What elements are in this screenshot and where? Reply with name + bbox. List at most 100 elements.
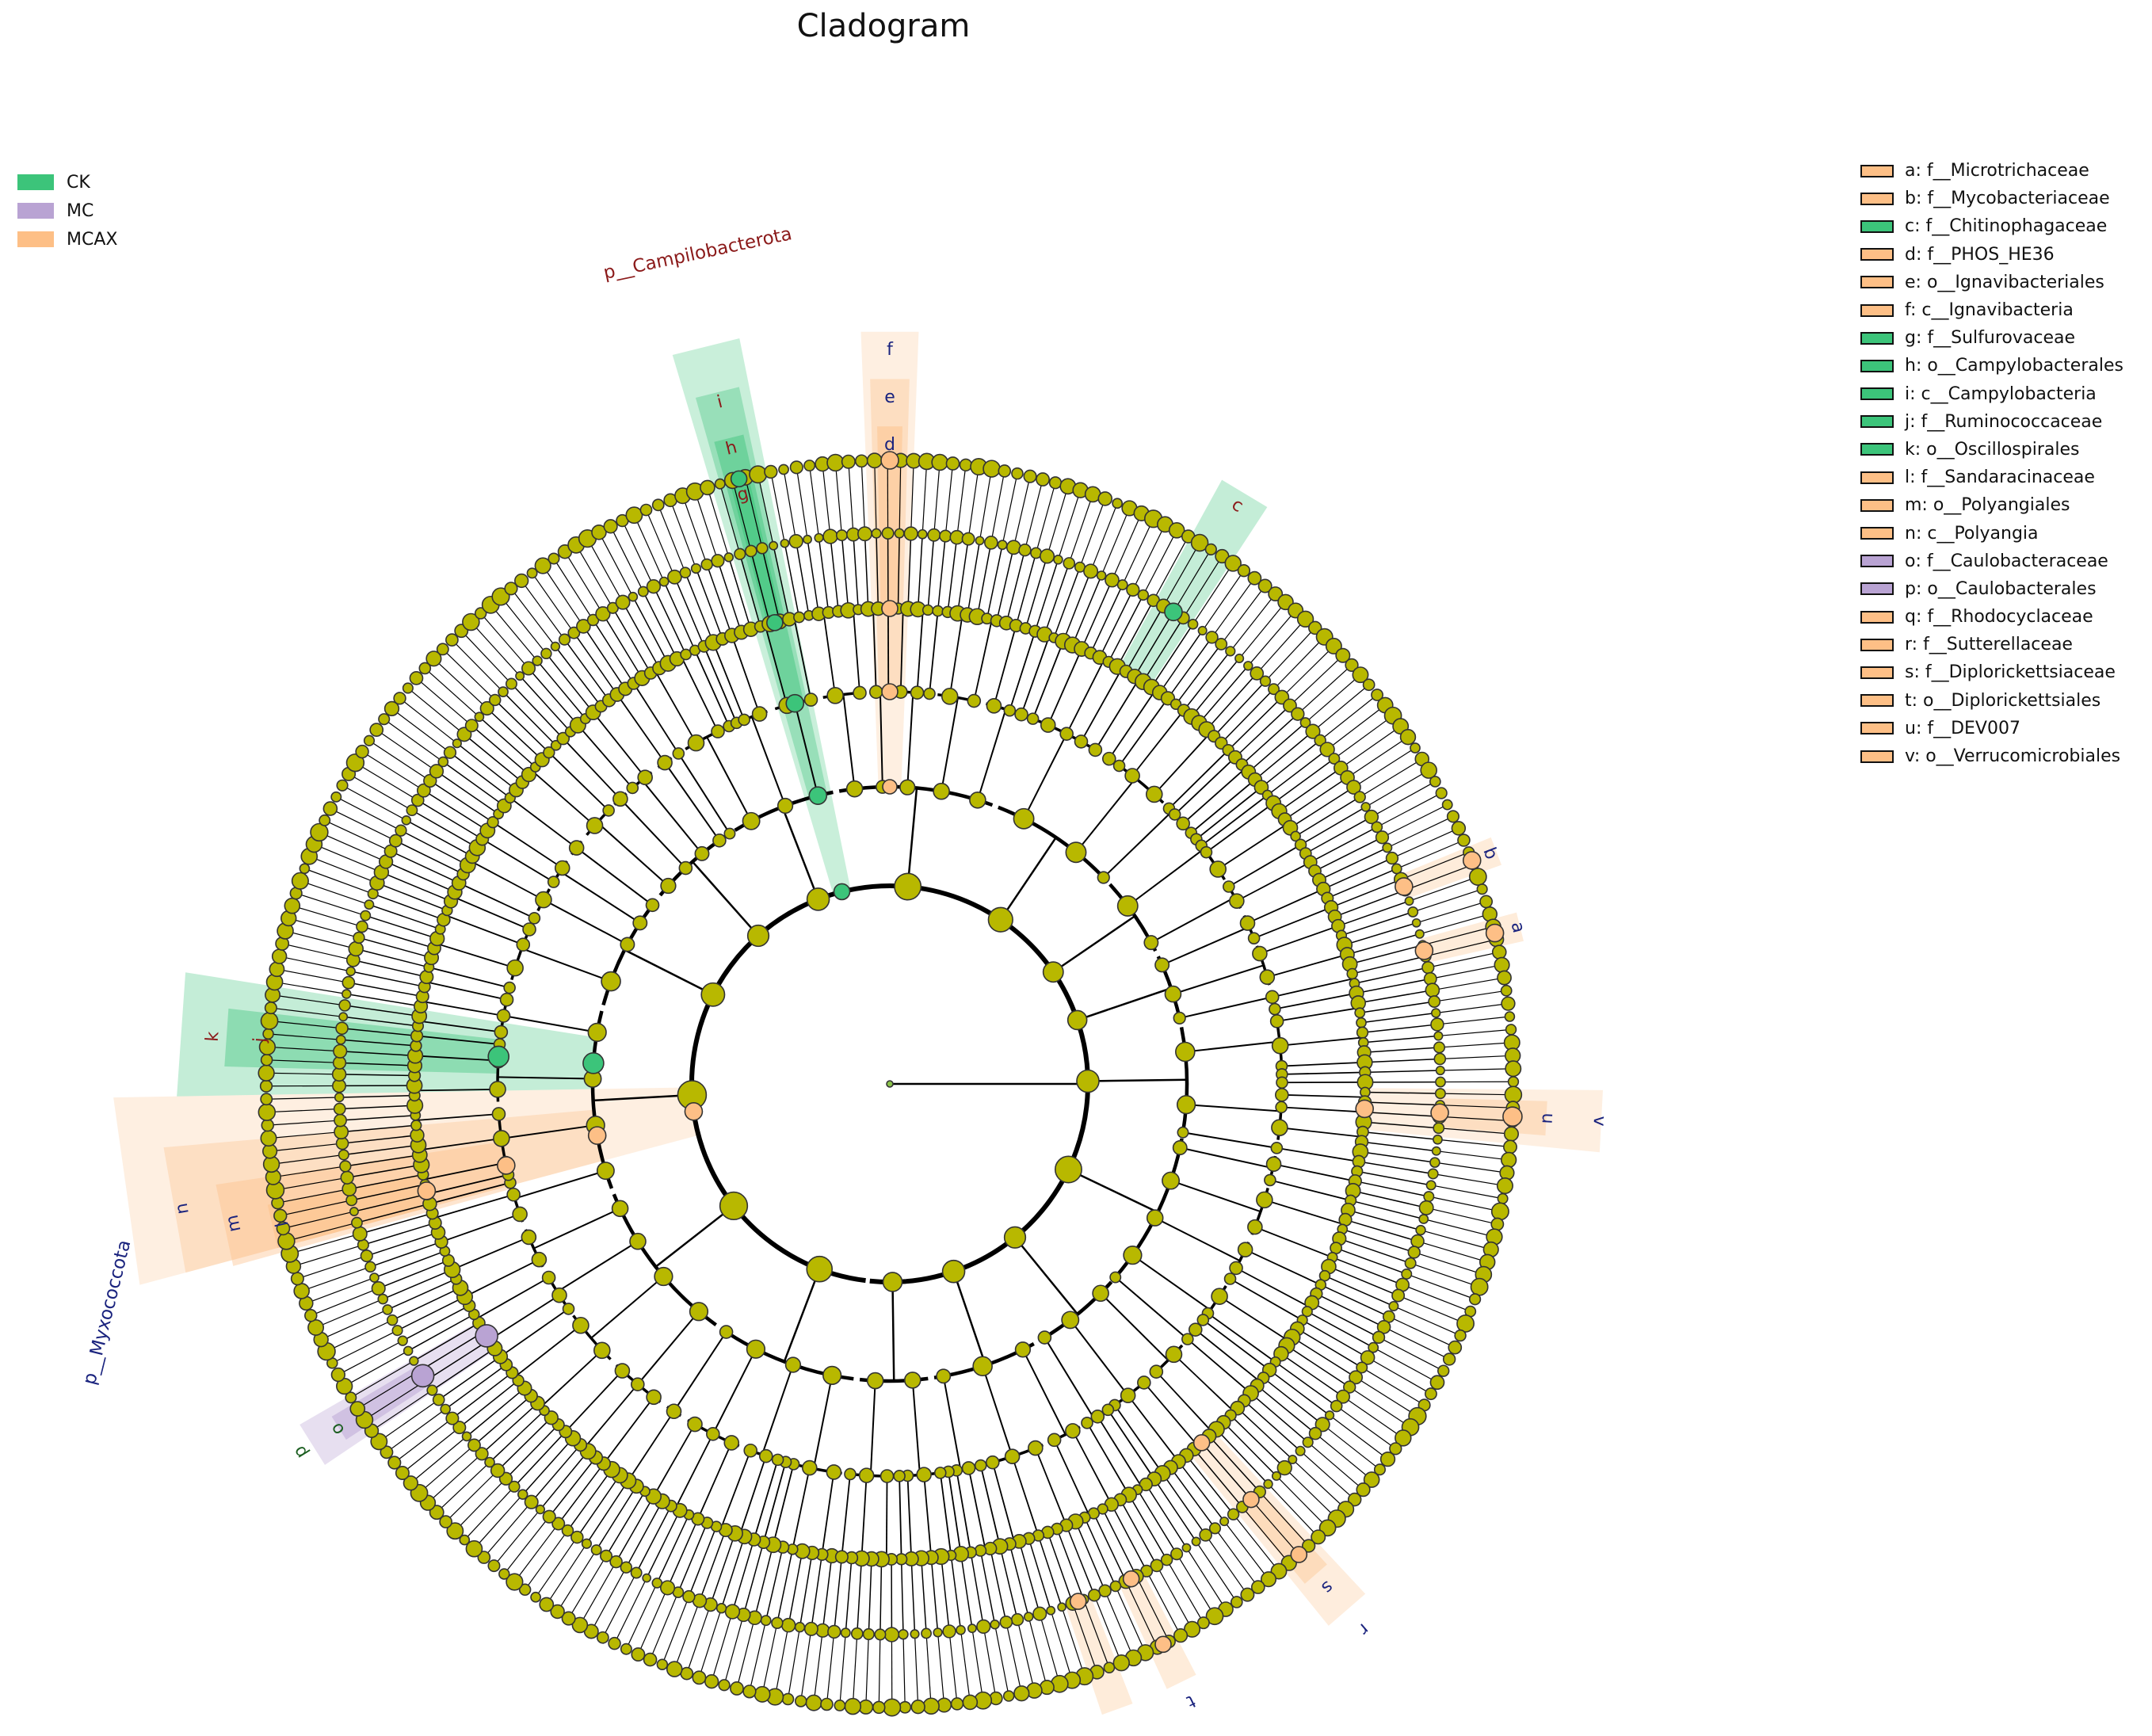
leaf-node xyxy=(1437,1364,1450,1377)
family-edge xyxy=(391,1287,461,1321)
legend-label-mc: MC xyxy=(67,200,94,221)
genus-node xyxy=(360,1249,373,1263)
phylum-node xyxy=(894,872,922,901)
order-node xyxy=(723,1435,740,1451)
leaf-node xyxy=(1468,868,1487,886)
family-edge xyxy=(917,534,923,610)
genus-edge xyxy=(983,1626,997,1699)
genus-edge xyxy=(796,467,808,540)
family-edge xyxy=(1254,731,1314,780)
leaf-node xyxy=(319,814,331,826)
clade-label-l: l xyxy=(273,1219,293,1229)
family-edge xyxy=(1349,944,1423,965)
genus-edge xyxy=(1423,1218,1495,1238)
family-edge xyxy=(1341,911,1414,937)
highlight-rhodocyclaceae xyxy=(1065,1597,1133,1715)
leaf-node xyxy=(369,723,384,737)
genus-edge xyxy=(1214,1528,1259,1588)
order-node xyxy=(923,687,936,700)
family-edge xyxy=(519,675,571,733)
order-edge xyxy=(1143,1382,1199,1447)
genus-node xyxy=(576,619,591,634)
genus-edge xyxy=(304,868,373,895)
leaf-node xyxy=(656,1658,669,1671)
genus-node xyxy=(1259,675,1272,687)
order-node xyxy=(1270,1142,1284,1154)
clade-label-g: g xyxy=(735,483,751,506)
genus-node xyxy=(1187,618,1199,630)
leaf-node xyxy=(1504,1011,1516,1022)
genus-node xyxy=(1388,1300,1399,1311)
genus-edge xyxy=(1166,1559,1204,1623)
leaf-node xyxy=(571,1616,589,1634)
genus-edge xyxy=(1057,490,1082,560)
class-node xyxy=(1116,895,1139,917)
family-node xyxy=(1346,967,1358,980)
genus-node xyxy=(461,1431,472,1442)
order-node xyxy=(1247,932,1261,944)
family-edge xyxy=(996,547,1015,621)
family-edge xyxy=(432,1348,495,1391)
genus-node xyxy=(335,1021,349,1036)
genus-edge xyxy=(745,477,763,549)
genus-edge xyxy=(1090,503,1118,572)
genus-node xyxy=(835,529,848,542)
genus-edge xyxy=(736,1617,756,1689)
order-edge xyxy=(916,609,924,693)
family-edge xyxy=(1300,806,1367,845)
family-edge xyxy=(990,1548,1007,1623)
genus-node xyxy=(521,661,536,676)
class-edge xyxy=(911,1379,921,1475)
taxa-legend-label-p: p: o__Caulobacterales xyxy=(1905,578,2097,599)
family-edge xyxy=(930,1557,939,1633)
phylum-node xyxy=(882,1272,903,1292)
genus-edge xyxy=(1068,494,1093,564)
genus-edge xyxy=(451,639,504,692)
family-edge xyxy=(1136,1489,1177,1555)
taxa-legend-label-k: k: o__Oscillospirales xyxy=(1905,439,2080,460)
order-node xyxy=(706,1427,720,1441)
order-edge xyxy=(514,1325,582,1378)
class-edge xyxy=(869,1380,876,1476)
leaf-node xyxy=(1268,586,1284,601)
class-edge xyxy=(976,708,1007,801)
taxa-legend-entry-n: n: c__Polyangia xyxy=(1860,519,2123,547)
order-node xyxy=(801,1459,818,1476)
family-edge xyxy=(653,586,687,655)
genus-edge xyxy=(822,464,831,537)
order-edge xyxy=(1053,1439,1090,1517)
clade-label-f: f xyxy=(887,340,894,360)
family-edge xyxy=(1234,704,1291,758)
biomarker-node xyxy=(417,1181,437,1200)
genus-node xyxy=(967,1623,977,1634)
leaf-node xyxy=(1476,883,1488,895)
order-edge xyxy=(712,642,746,720)
family-edge xyxy=(1193,1448,1243,1508)
order-node xyxy=(666,1403,682,1420)
genus-edge xyxy=(848,461,854,535)
genus-node xyxy=(429,764,445,779)
phylum-edge xyxy=(906,788,918,887)
family-edge xyxy=(834,1556,843,1632)
genus-node xyxy=(388,834,403,848)
family-edge xyxy=(666,1518,699,1589)
genus-node xyxy=(615,594,631,610)
order-edge xyxy=(414,1089,498,1092)
genus-edge xyxy=(1420,1229,1491,1250)
phylum-node xyxy=(1042,961,1064,983)
order-node xyxy=(1165,1345,1183,1364)
order-node xyxy=(858,1467,875,1483)
family-edge xyxy=(1269,1369,1330,1416)
family-edge xyxy=(1198,665,1249,723)
genus-edge xyxy=(1401,852,1469,880)
order-edge xyxy=(1131,709,1185,776)
clade-label-t: t xyxy=(1183,1691,1198,1711)
genus-edge xyxy=(568,1555,607,1619)
genus-edge xyxy=(275,1177,348,1191)
clade-label-r: r xyxy=(1354,1620,1373,1639)
genus-edge xyxy=(770,471,785,544)
leaf-node xyxy=(1335,647,1351,663)
order-edge xyxy=(1094,678,1140,750)
genus-edge xyxy=(1247,610,1296,666)
genus-node xyxy=(1308,1426,1322,1440)
